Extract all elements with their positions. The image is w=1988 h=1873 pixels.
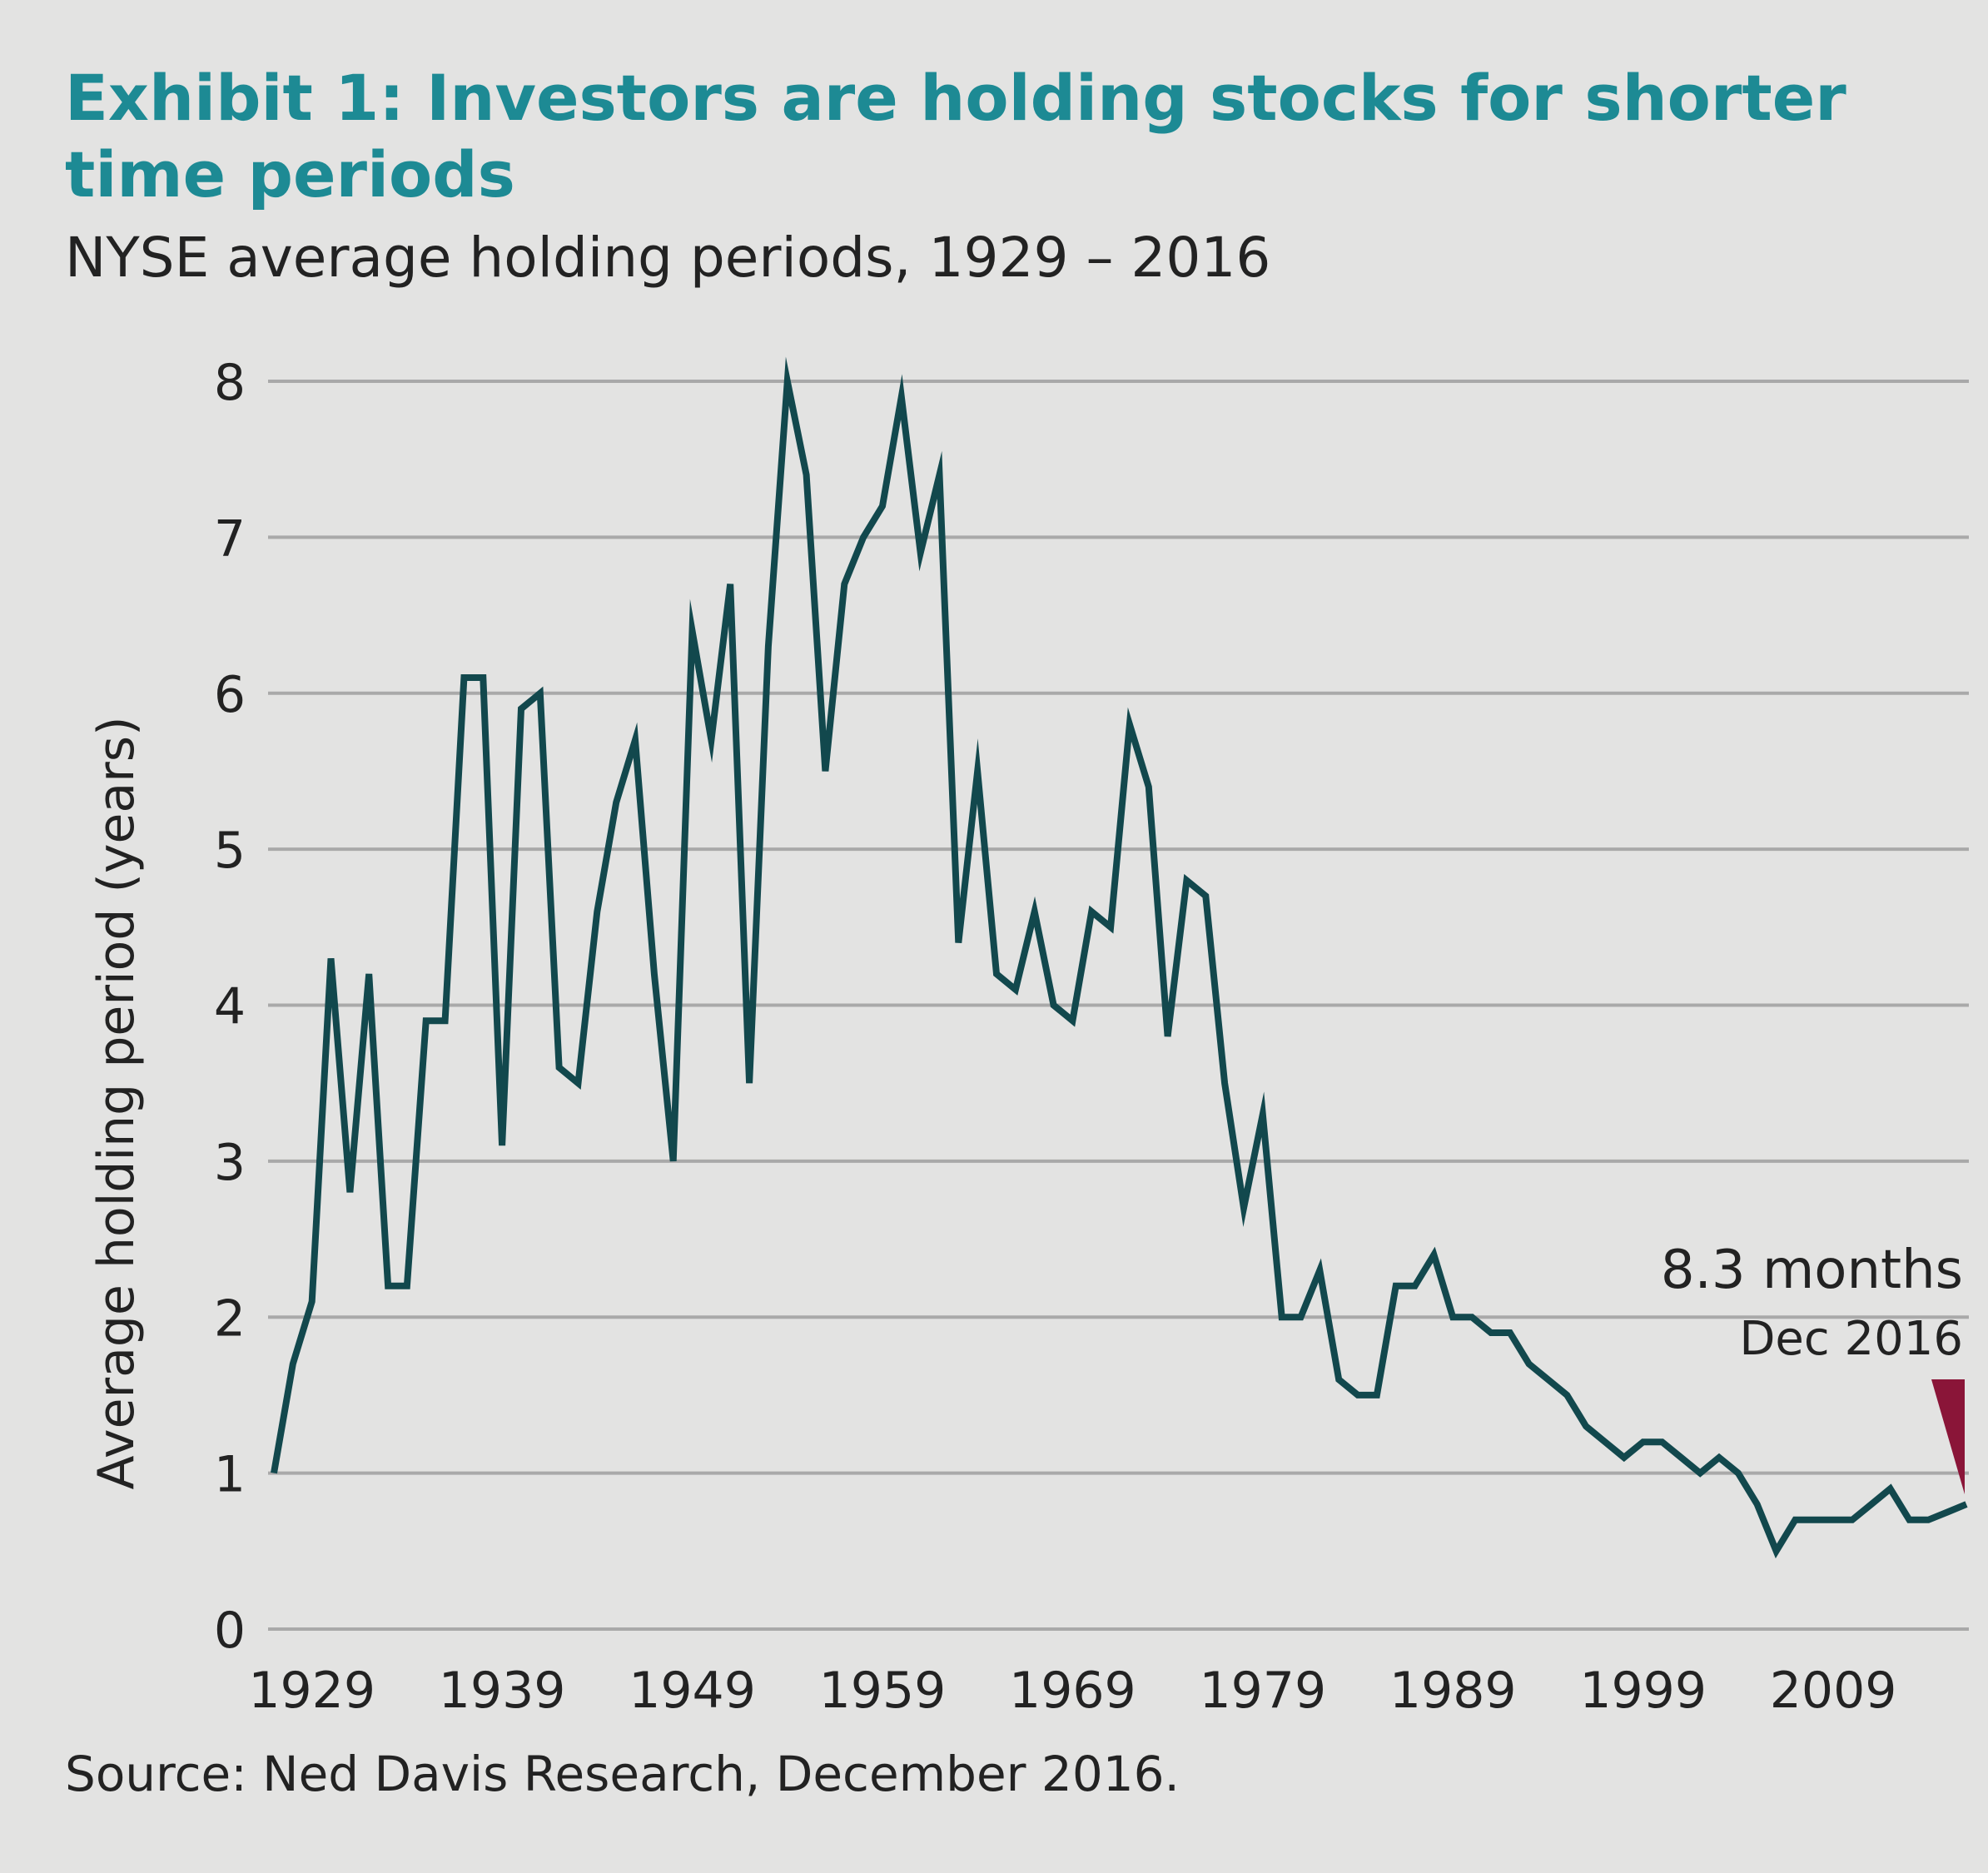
x-tick-label: 1959 <box>819 1662 947 1720</box>
x-tick-label: 1989 <box>1389 1662 1517 1720</box>
x-tick-label: 2009 <box>1770 1662 1897 1720</box>
x-axis-tick-labels: 1929 1939 1949 1959 1969 1979 1989 1999 2009 <box>248 1662 1896 1720</box>
y-tick-label: 5 <box>214 822 246 880</box>
y-tick-label: 6 <box>214 666 246 724</box>
gridlines <box>268 380 1969 1631</box>
x-tick-label: 1999 <box>1579 1662 1707 1720</box>
y-tick-label: 0 <box>214 1602 246 1660</box>
y-tick-label: 2 <box>214 1289 246 1348</box>
annotation-marker <box>1931 1379 1965 1495</box>
y-tick-label: 8 <box>214 354 246 412</box>
y-tick-label: 1 <box>214 1446 246 1504</box>
annotation: 8.3 months Dec 2016 <box>1661 1240 1965 1495</box>
series-layer <box>271 356 1968 1559</box>
y-axis-tick-labels: 0 1 2 3 4 5 6 7 8 <box>214 354 246 1660</box>
annotation-date-label: Dec 2016 <box>1739 1312 1963 1366</box>
y-tick-label: 3 <box>214 1134 246 1192</box>
y-tick-label: 4 <box>214 978 246 1036</box>
x-tick-label: 1929 <box>248 1662 375 1720</box>
x-tick-label: 1949 <box>629 1662 756 1720</box>
chart-subtitle: NYSE average holding periods, 1929 – 201… <box>65 226 1271 290</box>
y-axis-label: Average holding period (years) <box>87 717 146 1490</box>
x-tick-label: 1939 <box>439 1662 566 1720</box>
chart-title: Exhibit 1: Investors are holding stocks … <box>65 61 1846 211</box>
source-note: Source: Ned Davis Research, December 201… <box>65 1746 1180 1802</box>
y-tick-label: 7 <box>214 509 246 568</box>
annotation-value-label: 8.3 months <box>1661 1240 1963 1301</box>
x-tick-label: 1969 <box>1009 1662 1136 1720</box>
x-tick-label: 1979 <box>1199 1662 1326 1720</box>
series-line-0 <box>271 356 1968 1559</box>
